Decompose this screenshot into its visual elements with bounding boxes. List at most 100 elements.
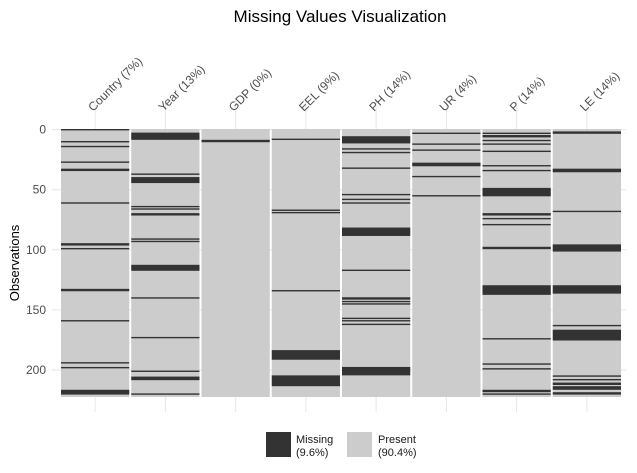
missing-cell <box>482 187 551 197</box>
legend-percent-missing: (9.6%) <box>296 447 328 459</box>
present-column-3 <box>201 129 270 397</box>
missing-cell <box>271 290 340 292</box>
missing-cell <box>131 238 200 240</box>
x-tick-label: P (14%) <box>507 74 547 114</box>
missing-cell <box>342 136 411 144</box>
missing-cell <box>552 329 621 341</box>
missing-cell <box>482 368 551 370</box>
missing-cell <box>482 139 551 142</box>
missing-cell <box>552 131 621 134</box>
missing-cell <box>61 202 130 204</box>
x-tick-label: EEL (9%) <box>296 68 342 114</box>
x-tick-label: PH (14%) <box>366 67 413 114</box>
missing-cell <box>552 285 621 294</box>
missing-cell <box>342 193 411 196</box>
missing-cell <box>131 208 200 210</box>
missing-cell <box>342 320 411 322</box>
missing-cell <box>342 297 411 300</box>
x-tick-label: UR (4%) <box>437 72 479 114</box>
missing-cell <box>342 269 411 272</box>
legend-label-present: Present <box>378 434 416 446</box>
missing-cell <box>552 244 621 252</box>
missing-cell <box>412 195 481 197</box>
present-column-2 <box>131 129 200 397</box>
missing-cell <box>342 323 411 326</box>
missing-cell <box>131 173 200 175</box>
y-tick-label: 50 <box>33 183 47 197</box>
missing-cell <box>482 143 551 145</box>
missing-cell <box>61 288 130 292</box>
missing-cell <box>552 324 621 327</box>
missing-cell <box>342 227 411 236</box>
missing-cell <box>482 135 551 138</box>
missing-cell <box>552 392 621 395</box>
missing-cell <box>342 317 411 320</box>
missing-cell <box>552 382 621 385</box>
x-tick-label: Year (13%) <box>156 62 208 114</box>
missing-cell <box>482 217 551 220</box>
missing-cell <box>342 303 411 305</box>
missing-cell <box>482 389 551 393</box>
missing-cell <box>552 378 621 381</box>
present-column-6 <box>412 129 481 397</box>
missing-cell <box>61 243 130 246</box>
missing-cell <box>552 386 621 390</box>
legend-label-missing: Missing <box>296 434 333 446</box>
missing-cell <box>482 285 551 295</box>
missing-cell <box>482 132 551 135</box>
missing-cell <box>131 370 200 372</box>
missing-cell <box>271 211 340 214</box>
missing-cell <box>342 366 411 376</box>
x-tick-label: Country (7%) <box>85 54 145 114</box>
missing-cell <box>342 202 411 204</box>
missing-cell <box>482 363 551 365</box>
missing-cell <box>342 198 411 201</box>
missing-cell <box>131 240 200 243</box>
missing-cell <box>342 167 411 169</box>
present-column-1 <box>61 129 130 397</box>
missing-cell <box>482 393 551 395</box>
missing-cell <box>412 162 481 167</box>
missing-cell <box>412 143 481 145</box>
missing-cell <box>342 300 411 303</box>
legend: Missing (9.6%) Present (90.4%) <box>266 432 417 459</box>
missing-cell <box>131 213 200 216</box>
missing-cell <box>271 138 340 141</box>
missing-cell <box>412 132 481 135</box>
missing-cell <box>61 366 130 369</box>
missing-cell <box>61 247 130 250</box>
y-tick-label: 0 <box>39 123 46 137</box>
missing-cell <box>61 389 130 395</box>
missing-cell <box>271 209 340 211</box>
y-tick-labels: 0 50 100 150 200 <box>26 123 46 377</box>
y-tick-label: 150 <box>26 303 46 317</box>
missing-cell <box>131 336 200 339</box>
heatmap-cells <box>61 129 621 397</box>
missing-cell <box>342 151 411 154</box>
missing-cell <box>61 320 130 322</box>
missing-cell <box>552 375 621 377</box>
missing-cell <box>482 338 551 340</box>
y-axis-title: Observations <box>7 224 22 301</box>
missing-cell <box>482 165 551 167</box>
missing-cell <box>201 139 270 143</box>
missing-cell <box>552 168 621 173</box>
missing-cell <box>271 375 340 387</box>
missing-cell <box>412 149 481 151</box>
y-tick-label: 100 <box>26 243 46 257</box>
missing-cell <box>131 393 200 395</box>
missing-cell <box>482 213 551 216</box>
missing-cell <box>412 175 481 178</box>
missing-cell <box>61 362 130 364</box>
legend-percent-present: (90.4%) <box>378 447 417 459</box>
missing-cell <box>61 129 130 131</box>
missing-cell <box>482 223 551 226</box>
present-column-8 <box>552 129 621 397</box>
missing-cell <box>61 145 130 148</box>
x-tick-label: GDP (0%) <box>226 66 274 114</box>
missing-cell <box>131 205 200 208</box>
missing-cell <box>131 132 200 140</box>
missing-cell <box>552 210 621 213</box>
missing-cell <box>482 150 551 153</box>
